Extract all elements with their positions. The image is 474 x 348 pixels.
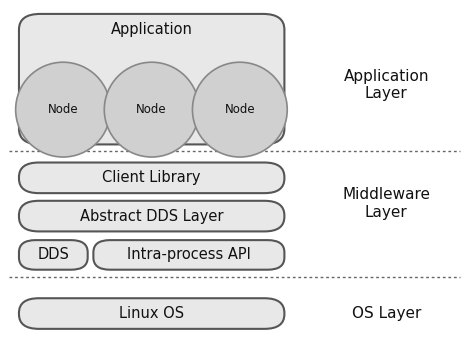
FancyBboxPatch shape [19,14,284,144]
Text: DDS: DDS [37,247,69,262]
Text: Node: Node [48,103,78,116]
Text: Abstract DDS Layer: Abstract DDS Layer [80,208,223,224]
Text: Application
Layer: Application Layer [344,69,429,102]
FancyBboxPatch shape [19,163,284,193]
Ellipse shape [104,62,199,157]
FancyBboxPatch shape [19,298,284,329]
Text: Client Library: Client Library [102,170,201,185]
Text: Node: Node [225,103,255,116]
Text: Linux OS: Linux OS [119,306,184,321]
Text: Node: Node [137,103,167,116]
FancyBboxPatch shape [93,240,284,270]
Ellipse shape [16,62,110,157]
FancyBboxPatch shape [19,240,88,270]
Text: Application: Application [111,22,192,37]
Text: OS Layer: OS Layer [352,306,421,321]
FancyBboxPatch shape [19,201,284,231]
Text: Intra-process API: Intra-process API [127,247,251,262]
Ellipse shape [192,62,287,157]
Text: Middleware
Layer: Middleware Layer [342,187,430,220]
